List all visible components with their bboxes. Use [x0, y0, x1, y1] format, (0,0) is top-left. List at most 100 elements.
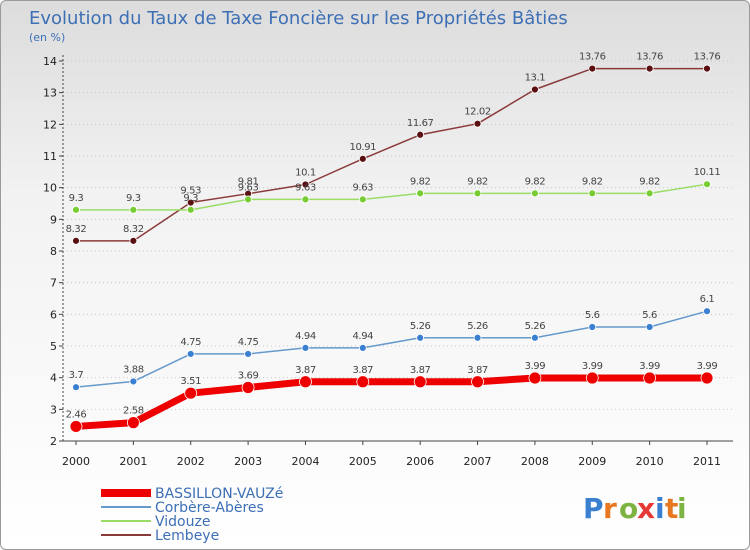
data-label: 4.94 [352, 331, 373, 342]
data-point [528, 371, 542, 385]
data-label: 2.58 [123, 406, 144, 417]
data-label: 9.3 [69, 193, 84, 204]
data-point [473, 333, 482, 342]
data-point [356, 375, 370, 389]
data-point [244, 195, 252, 204]
data-point [703, 180, 711, 189]
data-point [72, 236, 80, 245]
data-label: 9.3 [126, 193, 141, 204]
data-point [129, 205, 138, 214]
data-point [643, 371, 657, 385]
data-point [129, 377, 138, 386]
data-label: 9.63 [352, 182, 373, 193]
series-0 [69, 371, 714, 433]
series-line [76, 183, 708, 211]
logo-letter: i [677, 492, 687, 525]
data-label: 10.1 [295, 168, 316, 179]
data-label: 3.87 [410, 365, 431, 376]
data-label: 6.1 [700, 294, 715, 305]
data-label: 5.6 [642, 310, 657, 321]
data-point [301, 180, 310, 189]
x-tick-label: 2010 [636, 455, 664, 468]
data-point [69, 420, 83, 433]
data-point [473, 189, 482, 198]
y-tick-label: 8 [50, 245, 57, 258]
chart-title: Evolution du Taux de Taxe Foncière sur l… [29, 8, 568, 29]
legend: BASSILLON-VAUZéCorbère-AbèresVidouzeLemb… [101, 486, 283, 544]
data-label: 9.81 [238, 177, 259, 188]
data-point [241, 381, 255, 394]
data-label: 9.82 [582, 176, 603, 187]
data-labels: 8.32 8.32 9.53 9.81 10.1 10.91 11.67 12.02 13.1 1… [66, 52, 721, 421]
y-tick-label: 6 [50, 308, 57, 321]
data-point [588, 64, 597, 73]
data-label: 4.75 [180, 337, 201, 348]
data-label: 10.11 [694, 167, 721, 178]
series-2 [72, 180, 711, 214]
data-label: 3.99 [582, 361, 603, 372]
data-label: 13.1 [525, 73, 546, 84]
data-label: 8.32 [66, 224, 87, 235]
data-label: 3.99 [639, 361, 660, 372]
data-point [531, 85, 539, 94]
data-label: 13.76 [636, 52, 663, 63]
x-tick-label: 2009 [578, 455, 606, 468]
x-tick-label: 2004 [291, 455, 319, 468]
data-label: 3.87 [295, 365, 316, 376]
series-3 [72, 64, 711, 245]
data-label: 9.82 [525, 176, 546, 187]
y-tick-label: 3 [50, 403, 57, 416]
y-tick-label: 14 [43, 55, 57, 68]
data-point [700, 371, 714, 385]
y-tick-label: 11 [43, 150, 57, 163]
x-tick-label: 2003 [234, 455, 262, 468]
data-label: 3.99 [525, 361, 546, 372]
x-tick-label: 2008 [521, 455, 549, 468]
legend-label: Corbère-Abères [155, 500, 264, 516]
x-tick-label: 2011 [693, 455, 721, 468]
data-point [471, 375, 484, 389]
logo-letter: P [583, 492, 604, 525]
y-tick-label: 7 [50, 277, 57, 290]
data-point [416, 130, 425, 139]
data-label: 3.69 [238, 370, 259, 381]
data-label: 3.99 [697, 361, 718, 372]
data-point [358, 195, 367, 204]
x-tick-label: 2006 [406, 455, 434, 468]
data-label: 10.91 [349, 142, 376, 153]
legend-label: Lembeye [155, 528, 219, 544]
data-point [473, 119, 482, 128]
data-point [531, 189, 539, 198]
data-label: 9.3 [183, 193, 198, 204]
data-label: 9.53 [180, 186, 201, 197]
data-point [72, 383, 80, 392]
data-point [244, 350, 252, 358]
data-point [299, 375, 312, 389]
y-tick-label: 13 [43, 87, 57, 100]
data-label: 9.82 [639, 176, 660, 187]
chart-subtitle: (en %) [29, 31, 65, 44]
data-label: 4.94 [295, 331, 316, 342]
series-line [75, 374, 707, 430]
data-point [186, 350, 195, 358]
data-point [645, 64, 654, 73]
series-layer [69, 64, 714, 433]
data-label: 5.26 [525, 321, 546, 332]
data-point [531, 333, 539, 342]
legend-label: Vidouze [155, 514, 210, 530]
data-label: 3.51 [180, 376, 201, 387]
y-tick-label: 4 [50, 372, 57, 385]
logo-letter: o [619, 492, 638, 525]
data-label: 2.46 [66, 409, 87, 420]
data-point [126, 416, 140, 430]
data-label: 3.87 [352, 365, 373, 376]
data-point [358, 343, 367, 352]
y-tick-label: 10 [43, 182, 57, 195]
legend-label: BASSILLON-VAUZé [155, 486, 283, 502]
data-point [186, 205, 195, 214]
data-point [184, 386, 198, 400]
logo-letter: r [603, 492, 617, 525]
data-point [703, 64, 711, 73]
